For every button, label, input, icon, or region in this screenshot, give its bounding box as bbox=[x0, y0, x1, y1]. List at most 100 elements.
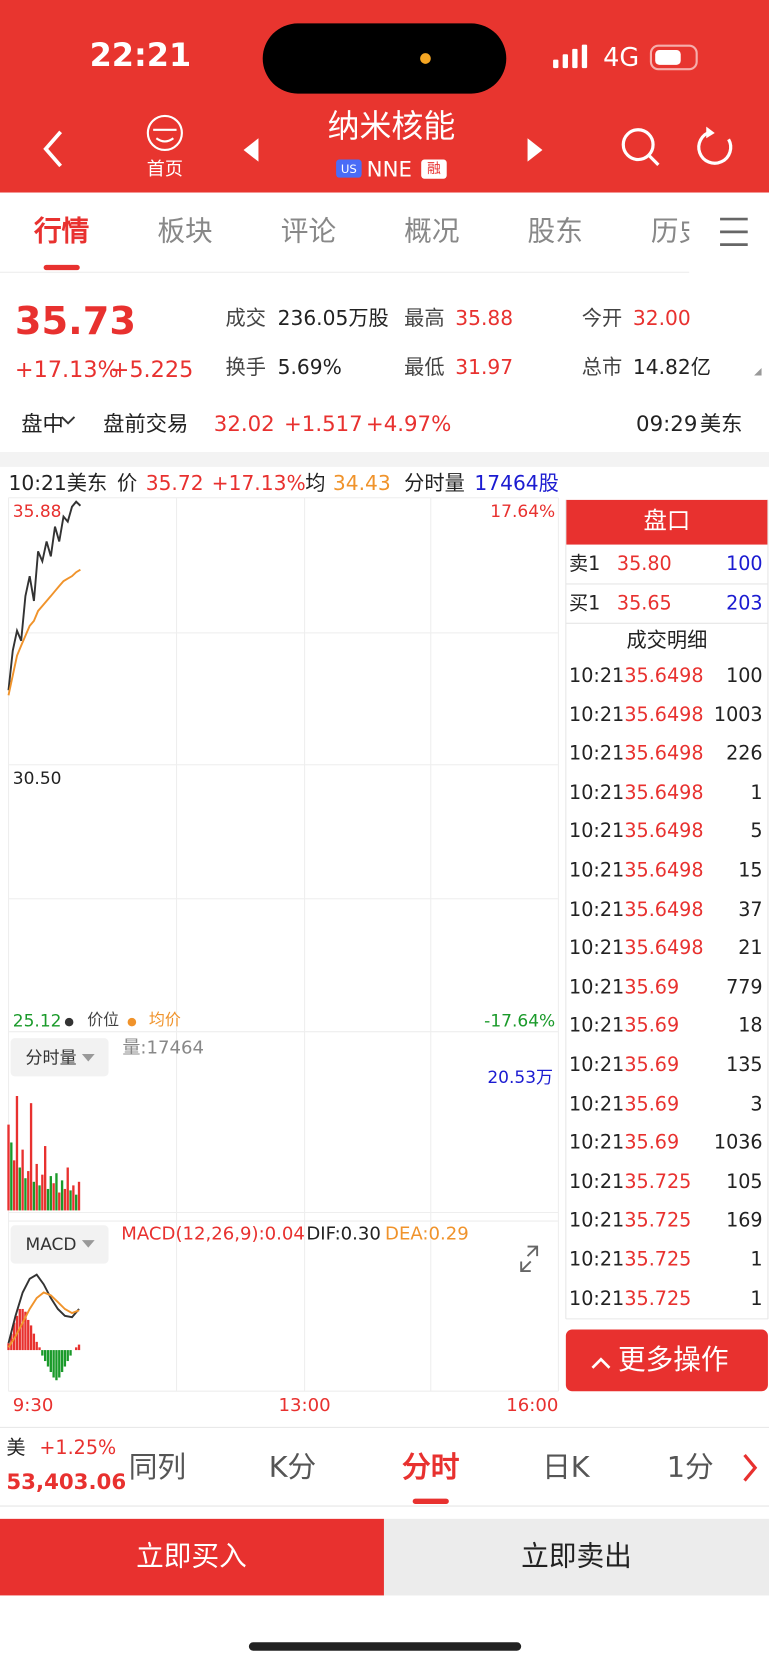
trade-price: 35.6498 bbox=[624, 937, 704, 960]
orderbook-title: 盘口 bbox=[643, 508, 691, 536]
next-stock[interactable] bbox=[527, 138, 543, 162]
trade-volume: 169 bbox=[726, 1209, 763, 1233]
back-button[interactable] bbox=[43, 130, 63, 168]
buy-label[interactable]: 立即买入 bbox=[136, 1541, 247, 1574]
volume-bar bbox=[27, 1171, 30, 1211]
macd-bar bbox=[32, 1333, 36, 1351]
trade-volume: 135 bbox=[726, 1054, 763, 1077]
orderbook-header bbox=[565, 499, 768, 545]
margin-badge bbox=[421, 159, 447, 179]
expand-button[interactable] bbox=[520, 1245, 539, 1272]
trade-time: 10:21 bbox=[569, 1015, 625, 1038]
macd-bar bbox=[60, 1350, 64, 1373]
trade-volume: 1 bbox=[750, 781, 763, 804]
session[interactable]: 盘中 bbox=[21, 410, 64, 437]
trade-volume: 226 bbox=[726, 742, 763, 765]
buy-button[interactable] bbox=[0, 1518, 384, 1596]
dropdown-arrow bbox=[81, 1054, 95, 1062]
trade-time: 10:21 bbox=[569, 703, 625, 727]
pct-high: 17.64% bbox=[490, 500, 556, 522]
volume-bar bbox=[41, 1174, 44, 1211]
dif-label: DIF:0.30 bbox=[306, 1223, 381, 1245]
level-volume: 100 bbox=[726, 553, 763, 576]
volume-bar bbox=[7, 1124, 10, 1211]
trade-price: 35.6498 bbox=[624, 781, 704, 804]
macd-bar bbox=[55, 1350, 58, 1381]
network: 4G bbox=[603, 42, 640, 73]
prev-stock[interactable] bbox=[243, 138, 259, 162]
tab[interactable]: 板块 bbox=[157, 215, 213, 248]
period-next[interactable] bbox=[743, 1454, 758, 1482]
volume-bar bbox=[15, 1096, 19, 1211]
tab[interactable]: 历史 bbox=[650, 215, 689, 248]
field-value: 236.05万股 bbox=[277, 306, 389, 331]
trade-time: 10:21 bbox=[569, 937, 625, 960]
trade-volume: 100 bbox=[726, 664, 763, 688]
field-label: 最低 bbox=[404, 355, 445, 380]
indicator-selector-label[interactable]: MACD bbox=[25, 1233, 77, 1255]
tab[interactable]: 行情 bbox=[34, 215, 90, 248]
trade-price: 35.69 bbox=[624, 1131, 680, 1155]
session-dropdown[interactable] bbox=[61, 416, 76, 425]
tab[interactable]: 评论 bbox=[280, 215, 337, 248]
trade-volume: 1 bbox=[750, 1287, 763, 1310]
macd-bar bbox=[77, 1344, 81, 1351]
trade-time: 10:21 bbox=[569, 820, 625, 843]
level-volume: 203 bbox=[726, 592, 763, 615]
menu-button[interactable] bbox=[720, 217, 748, 246]
trade-time: 10:21 bbox=[569, 781, 625, 804]
volume-bar bbox=[29, 1103, 33, 1211]
volume-max: 20.53万 bbox=[487, 1066, 554, 1088]
dif-line bbox=[7, 1273, 80, 1344]
period-indicator bbox=[412, 1498, 449, 1504]
extended-label: 盘前交易 bbox=[103, 410, 189, 437]
volume-selector-label[interactable]: 分时量 bbox=[25, 1047, 77, 1068]
field-label: 总市 bbox=[581, 355, 623, 380]
period-tab[interactable]: 同列 bbox=[128, 1451, 187, 1485]
tab-indicator bbox=[43, 264, 80, 271]
home-avatar[interactable] bbox=[146, 114, 183, 152]
macd-bar bbox=[58, 1350, 61, 1378]
tab[interactable]: 股东 bbox=[527, 215, 583, 248]
period-tab[interactable]: 1分 bbox=[666, 1451, 714, 1485]
sell-button[interactable] bbox=[383, 1518, 769, 1596]
home-label[interactable]: 首页 bbox=[146, 159, 183, 181]
more-button[interactable] bbox=[565, 1329, 768, 1392]
trade-price: 35.6498 bbox=[624, 664, 704, 688]
macd-bar bbox=[63, 1350, 67, 1367]
volume-bar bbox=[49, 1176, 52, 1211]
trade-time: 10:21 bbox=[569, 664, 625, 688]
volume-bar bbox=[35, 1163, 38, 1211]
trade-price: 35.6498 bbox=[624, 820, 704, 843]
change-pct: +17.13% bbox=[14, 356, 119, 383]
period-tab[interactable]: 日K bbox=[542, 1451, 590, 1485]
macd-bar bbox=[49, 1350, 52, 1373]
volume-selector[interactable] bbox=[10, 1038, 109, 1077]
indicator-selector[interactable] bbox=[10, 1225, 109, 1264]
refresh-button[interactable] bbox=[697, 130, 733, 165]
field-label: 换手 bbox=[225, 355, 266, 380]
info-volume: 17464股 bbox=[474, 471, 559, 496]
dropdown-arrow bbox=[81, 1240, 95, 1248]
trade-volume: 15 bbox=[738, 859, 763, 882]
field-label: 成交 bbox=[225, 306, 266, 331]
trade-price: 35.725 bbox=[624, 1170, 692, 1194]
home-indicator bbox=[248, 1642, 522, 1651]
search-button[interactable] bbox=[621, 128, 660, 166]
period-tab[interactable]: K分 bbox=[268, 1451, 317, 1485]
info-avg: 34.43 bbox=[332, 471, 391, 496]
y-tick-label: 30.50 bbox=[12, 767, 62, 789]
extended-time: 09:29 bbox=[636, 410, 698, 437]
volume-label: 量:17464 bbox=[122, 1037, 205, 1059]
sell-label[interactable]: 立即卖出 bbox=[521, 1541, 632, 1574]
clock: 22:21 bbox=[89, 37, 192, 75]
trade-volume: 1036 bbox=[713, 1131, 763, 1155]
macd-bar bbox=[35, 1341, 38, 1351]
tab[interactable]: 概况 bbox=[404, 215, 460, 248]
period-tab[interactable]: 分时 bbox=[402, 1451, 460, 1485]
index-name[interactable]: 美 bbox=[6, 1436, 26, 1460]
trade-price: 35.6498 bbox=[624, 898, 704, 921]
more-button-label[interactable]: 更多操作 bbox=[617, 1344, 729, 1377]
band bbox=[0, 452, 769, 467]
trade-volume: 3 bbox=[750, 1092, 763, 1116]
